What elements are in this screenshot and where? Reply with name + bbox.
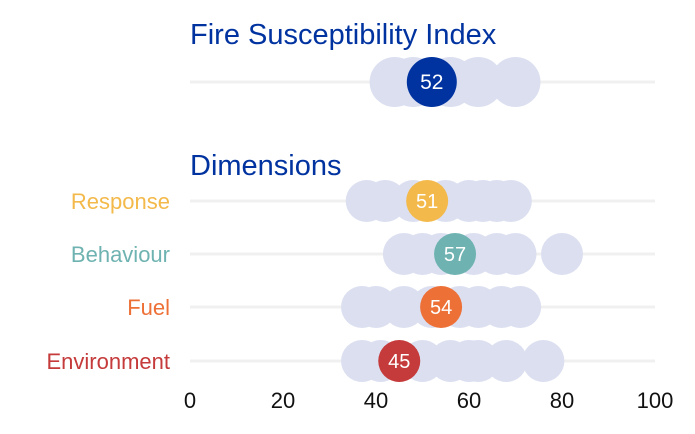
value-label: 51 bbox=[416, 191, 438, 213]
row-fuel: Fuel 54 bbox=[127, 286, 655, 328]
section-title: Dimensions bbox=[190, 150, 342, 182]
row-label: Behaviour bbox=[71, 242, 170, 267]
background-dot bbox=[499, 286, 542, 328]
value-dot[interactable] bbox=[406, 57, 457, 107]
x-tick-label: 0 bbox=[184, 388, 196, 413]
background-dot bbox=[489, 180, 532, 222]
row-behaviour: Behaviour 57 bbox=[71, 233, 655, 275]
row-environment: Environment 45 bbox=[46, 340, 655, 382]
background-dot bbox=[485, 340, 528, 382]
background-dot bbox=[490, 57, 541, 107]
row-label: Response bbox=[71, 189, 170, 214]
value-label: 57 bbox=[444, 244, 466, 266]
value-dot[interactable] bbox=[420, 286, 463, 328]
value-dot[interactable] bbox=[378, 340, 421, 382]
value-dot[interactable] bbox=[434, 233, 477, 275]
background-dot bbox=[494, 233, 537, 275]
x-tick-label: 40 bbox=[364, 388, 388, 413]
row-label: Environment bbox=[46, 349, 170, 374]
chart-title: Fire Susceptibility Index bbox=[190, 19, 497, 51]
x-tick-label: 20 bbox=[271, 388, 295, 413]
x-tick-label: 100 bbox=[637, 388, 674, 413]
background-dot bbox=[541, 233, 583, 275]
value-label: 45 bbox=[388, 351, 410, 373]
row-response: Response 51 bbox=[71, 180, 655, 222]
value-dot[interactable] bbox=[406, 180, 449, 222]
background-dot bbox=[453, 57, 504, 107]
x-tick-label: 80 bbox=[550, 388, 574, 413]
background-dot bbox=[522, 340, 565, 382]
row-index: 52 bbox=[190, 57, 655, 107]
row-label: Fuel bbox=[127, 295, 170, 320]
value-label: 54 bbox=[430, 297, 452, 319]
x-tick-label: 60 bbox=[457, 388, 481, 413]
value-label: 52 bbox=[420, 71, 443, 94]
